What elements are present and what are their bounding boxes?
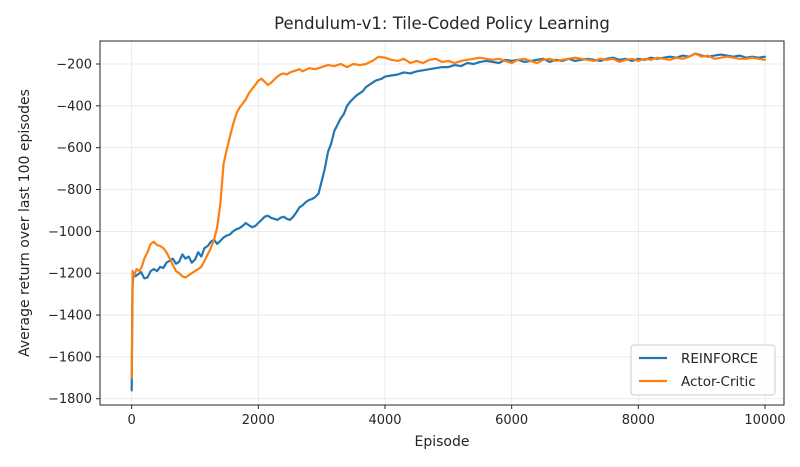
series-line-actor-critic bbox=[130, 52, 767, 379]
x-axis-label: Episode bbox=[415, 434, 470, 450]
y-tick-label: −400 bbox=[56, 99, 92, 114]
series-line-reinforce bbox=[130, 52, 767, 392]
chart-title: Pendulum-v1: Tile-Coded Policy Learning bbox=[274, 14, 610, 33]
x-tick-label: 8000 bbox=[622, 413, 655, 428]
y-tick-label: −1200 bbox=[48, 267, 92, 282]
y-tick-label: −600 bbox=[56, 141, 92, 156]
y-tick-label: −1000 bbox=[48, 225, 92, 240]
y-axis: −1800 −1600 −1400 −1200 −1000 −800 −600 −400 −20… bbox=[48, 58, 100, 407]
x-tick-label: 2000 bbox=[242, 413, 275, 428]
series-layer bbox=[130, 52, 767, 392]
legend-label-reinforce: REINFORCE bbox=[681, 351, 758, 367]
grid-lines bbox=[100, 41, 784, 405]
x-tick-label: 4000 bbox=[368, 413, 401, 428]
legend: REINFORCE Actor-Critic bbox=[630, 344, 776, 396]
y-tick-label: −800 bbox=[56, 183, 92, 198]
x-axis: 0 2000 4000 6000 8000 10000 bbox=[128, 405, 786, 428]
x-tick-label: 0 bbox=[128, 413, 136, 428]
y-axis-label: Average return over last 100 episodes bbox=[17, 89, 33, 357]
y-tick-label: −1400 bbox=[48, 309, 92, 324]
legend-label-actor-critic: Actor-Critic bbox=[681, 374, 756, 390]
plot-frame bbox=[99, 40, 785, 406]
y-tick-label: −200 bbox=[56, 58, 92, 73]
x-tick-label: 6000 bbox=[495, 413, 528, 428]
y-tick-label: −1600 bbox=[48, 350, 92, 365]
y-tick-label: −1800 bbox=[48, 392, 92, 407]
x-tick-label: 10000 bbox=[744, 413, 785, 428]
